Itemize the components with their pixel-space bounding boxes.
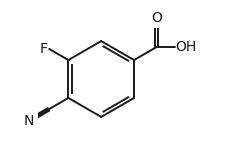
Text: OH: OH: [176, 40, 197, 54]
Text: O: O: [151, 11, 162, 25]
Text: N: N: [24, 114, 34, 128]
Text: F: F: [39, 42, 47, 56]
